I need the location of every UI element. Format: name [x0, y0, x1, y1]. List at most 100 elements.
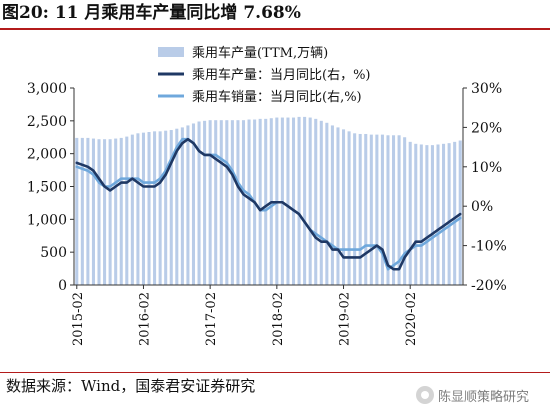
bar — [375, 134, 379, 285]
bar — [436, 144, 440, 285]
x-tick-label: 2015-02 — [71, 292, 86, 346]
bar — [203, 120, 207, 285]
bar — [341, 129, 346, 285]
bar — [136, 133, 140, 285]
bar — [314, 118, 318, 285]
bar — [191, 123, 196, 286]
bar — [130, 134, 134, 285]
bar — [219, 120, 223, 286]
watermark-text: 陈显顺策略研究 — [438, 389, 530, 405]
right-tick-label: 20% — [471, 120, 502, 136]
bar — [369, 134, 373, 285]
right-tick-label: -20% — [471, 278, 507, 294]
bar — [419, 144, 423, 285]
bar — [247, 119, 251, 286]
bar — [358, 133, 362, 285]
watermark: 陈显顺策略研究 — [416, 384, 529, 406]
right-tick-label: -10% — [471, 239, 507, 255]
bar — [347, 131, 351, 285]
bar — [336, 127, 340, 286]
bar — [230, 120, 234, 286]
left-tick-label: 1,000 — [27, 212, 67, 228]
bar — [169, 130, 173, 285]
left-ticks: 0 500 1,000 1,500 2,000 2,500 3,000 — [27, 81, 74, 294]
legend-bar-swatch — [158, 47, 184, 57]
figure-title: 图20: 11 月乘用车产量同比增 7.68% — [2, 3, 301, 23]
x-tick-label: 2016-02 — [137, 292, 152, 346]
bar — [447, 143, 451, 285]
bar — [125, 136, 129, 285]
bar — [330, 125, 334, 286]
bar — [186, 125, 190, 286]
bar — [403, 137, 407, 285]
x-tick-label: 2017-02 — [204, 292, 219, 346]
left-tick-label: 2,500 — [27, 114, 67, 130]
bar — [103, 139, 107, 285]
right-tick-label: 0% — [471, 199, 493, 215]
left-tick-label: 1,500 — [27, 180, 67, 196]
x-tick-label: 2019-02 — [338, 292, 353, 346]
bar — [108, 139, 112, 285]
bar — [380, 134, 384, 285]
legend-bar-label: 乘用车产量(TTM,万辆) — [192, 45, 328, 61]
bar — [291, 117, 296, 285]
bar — [241, 120, 246, 286]
chart: 0 500 1,000 1,500 2,000 2,500 3,000 -20% -10% 0%… — [27, 45, 507, 346]
left-tick-label: 500 — [40, 245, 67, 261]
bar — [180, 127, 184, 286]
bar — [453, 141, 457, 285]
title-divider — [0, 28, 550, 30]
x-ticks: 2015-02 2016-02 2017-02 2018-02 2019-02 2020-… — [71, 285, 419, 346]
legend-production-label: 乘用车产量：当月同比(右，%) — [192, 67, 371, 83]
bar — [264, 118, 268, 285]
bar — [91, 138, 95, 285]
bar — [414, 143, 418, 285]
bar — [119, 137, 123, 285]
bar — [164, 130, 168, 285]
bar — [75, 137, 79, 285]
bar — [442, 143, 446, 285]
bar — [303, 116, 307, 285]
x-tick-label: 2018-02 — [271, 292, 286, 346]
bar — [114, 138, 118, 285]
bar — [297, 116, 301, 285]
lines-layer — [75, 137, 462, 271]
wechat-icon — [416, 386, 434, 404]
bar — [430, 145, 434, 285]
bar — [425, 145, 429, 285]
bar — [214, 120, 218, 286]
bar — [392, 135, 396, 285]
bar — [236, 120, 240, 286]
source-divider — [0, 372, 550, 373]
bar — [258, 118, 262, 285]
legend-sales-label: 乘用车销量：当月同比(右,%) — [192, 89, 362, 105]
bar — [386, 135, 390, 285]
left-tick-label: 2,000 — [27, 147, 67, 163]
bar — [225, 120, 229, 286]
bar — [286, 117, 290, 285]
bar — [141, 132, 145, 285]
production-yoy-line — [75, 137, 462, 271]
bar — [80, 137, 84, 285]
sales-yoy-line — [75, 137, 462, 271]
bar — [175, 128, 179, 285]
bar — [458, 140, 462, 285]
right-tick-label: 10% — [471, 160, 502, 176]
bar — [147, 132, 151, 285]
bar — [153, 131, 157, 285]
legend: 乘用车产量(TTM,万辆) 乘用车产量：当月同比(右，%) 乘用车销量：当月同比… — [158, 45, 371, 105]
bar — [308, 117, 312, 285]
bar — [97, 139, 101, 285]
bar — [408, 141, 412, 285]
source-note: 数据来源：Wind，国泰君安证券研究 — [6, 377, 256, 395]
right-ticks: -20% -10% 0% 10% 20% 30% — [463, 81, 507, 294]
bar — [319, 120, 323, 285]
bar — [158, 131, 162, 285]
bar — [397, 135, 401, 285]
left-tick-label: 0 — [58, 278, 67, 294]
bar — [353, 133, 357, 285]
bar — [364, 133, 368, 285]
right-tick-label: 30% — [471, 81, 502, 97]
x-tick-label: 2020-02 — [404, 292, 419, 346]
bar — [325, 122, 329, 285]
